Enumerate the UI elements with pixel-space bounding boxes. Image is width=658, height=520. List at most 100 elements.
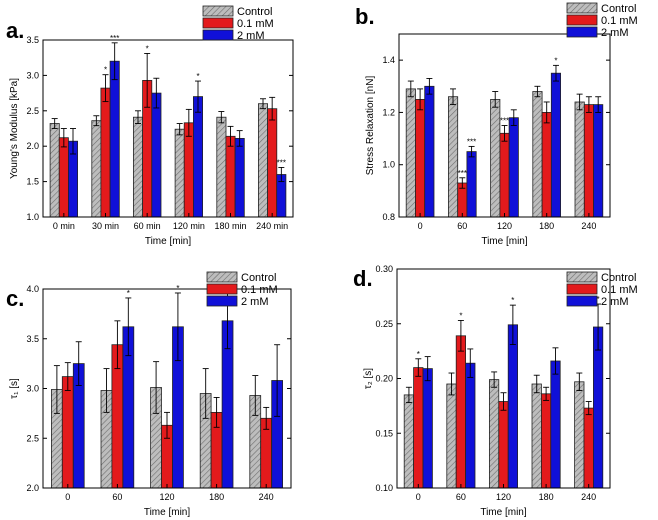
y-tick-label: 0.30 xyxy=(375,264,393,274)
y-tick-label: 0.10 xyxy=(375,483,393,493)
x-tick-label: 0 min xyxy=(53,221,75,231)
significance-marker: * xyxy=(554,56,557,65)
significance-marker: * xyxy=(459,311,462,320)
bar-b-2-3 xyxy=(550,72,561,218)
legend-swatch xyxy=(206,283,238,295)
x-axis-title-a: Time [min] xyxy=(145,236,192,247)
bar-b-0-0 xyxy=(405,88,416,218)
bar-d-2-0 xyxy=(422,368,433,489)
significance-marker: * xyxy=(176,284,179,293)
legend-label: Control xyxy=(601,3,636,15)
x-tick-label: 240 xyxy=(581,492,596,502)
y-tick-label: 3.0 xyxy=(26,384,39,394)
bar-a-1-5 xyxy=(267,108,278,218)
x-tick-label: 120 xyxy=(496,492,511,502)
y-tick-label: 1.0 xyxy=(26,212,39,222)
legend-label: 2 mM xyxy=(601,27,629,39)
x-tick-label: 120 xyxy=(497,221,512,231)
bar-b-0-2 xyxy=(490,99,501,218)
bar-d-2-3 xyxy=(550,360,561,489)
legend-label: 0.1 mM xyxy=(237,18,274,30)
bar-a-2-3 xyxy=(192,96,203,218)
x-axis-title-b: Time [min] xyxy=(481,236,528,247)
x-tick-label: 0 xyxy=(416,492,421,502)
bar-d-1-1 xyxy=(455,335,467,489)
bar-b-1-2 xyxy=(499,132,510,218)
x-tick-label: 0 xyxy=(418,221,423,231)
y-axis-title-b: Stress Relaxation [nN] xyxy=(365,76,376,176)
significance-marker: *** xyxy=(458,169,467,178)
legend-label: 2 mM xyxy=(601,296,629,308)
legend-swatch xyxy=(202,5,234,17)
y-tick-label: 2.0 xyxy=(26,483,39,493)
y-axis-title-c: τ₁ [s] xyxy=(9,378,20,399)
bar-b-1-3 xyxy=(541,112,552,218)
x-tick-label: 60 min xyxy=(134,221,161,231)
y-tick-label: 4.0 xyxy=(26,284,39,294)
legend-swatch xyxy=(566,283,598,295)
bar-b-2-4 xyxy=(593,104,604,218)
bar-d-1-2 xyxy=(498,401,509,489)
legend-label: 2 mM xyxy=(241,296,269,308)
significance-marker: * xyxy=(196,72,199,81)
significance-marker: * xyxy=(146,44,149,53)
x-tick-label: 180 xyxy=(539,221,554,231)
legend-swatch xyxy=(202,29,234,41)
legend-swatch xyxy=(202,17,234,29)
x-axis-title-c: Time [min] xyxy=(144,507,191,518)
bar-a-0-4 xyxy=(216,116,227,218)
bar-d-1-3 xyxy=(541,393,552,489)
bar-d-0-0 xyxy=(403,394,415,489)
panel-label-c: c. xyxy=(6,286,24,311)
significance-marker: * xyxy=(511,296,514,305)
x-tick-label: 60 xyxy=(456,492,466,502)
bar-b-2-0 xyxy=(424,85,435,218)
significance-marker: *** xyxy=(277,158,286,167)
x-tick-label: 0 xyxy=(65,492,70,502)
panel-label-a: a. xyxy=(6,18,24,43)
significance-marker: * xyxy=(417,350,420,359)
y-tick-label: 1.2 xyxy=(382,107,395,117)
bar-a-0-5 xyxy=(257,103,268,218)
bar-a-0-3 xyxy=(174,128,185,218)
y-tick-label: 3.5 xyxy=(26,35,39,45)
y-axis-title-d: τ₂ [s] xyxy=(363,368,374,389)
significance-marker: * xyxy=(104,66,107,75)
x-tick-label: 30 min xyxy=(92,221,119,231)
bar-b-0-1 xyxy=(447,96,459,218)
panel-a: a.*********1.01.52.02.53.03.50 min 30 min… xyxy=(6,5,294,247)
y-tick-label: 3.5 xyxy=(26,334,39,344)
legend-swatch xyxy=(566,271,598,283)
y-tick-label: 1.4 xyxy=(382,55,395,65)
panel-b: b.**********0.81.01.21.40 60 120 180 240Time… xyxy=(355,2,638,247)
significance-marker: *** xyxy=(110,34,119,43)
x-tick-label: 180 xyxy=(539,492,554,502)
bar-c-1-0 xyxy=(61,376,74,489)
bar-a-0-0 xyxy=(49,123,60,218)
bar-b-1-0 xyxy=(415,99,426,218)
bar-d-0-4 xyxy=(574,381,585,489)
plot-frame-a xyxy=(42,39,294,218)
legend-swatch xyxy=(566,14,598,26)
bar-d-0-2 xyxy=(488,379,500,489)
bar-a-1-3 xyxy=(183,122,194,218)
y-tick-label: 1.0 xyxy=(382,160,395,170)
significance-marker: * xyxy=(127,289,130,298)
bar-a-2-4 xyxy=(234,137,245,218)
bar-d-0-3 xyxy=(531,383,542,489)
y-tick-label: 2.5 xyxy=(26,106,39,116)
bar-b-1-4 xyxy=(583,104,594,218)
legend-label: 2 mM xyxy=(237,30,265,42)
x-tick-label: 240 xyxy=(259,492,274,502)
bar-b-2-1 xyxy=(466,151,477,218)
y-tick-label: 0.20 xyxy=(375,374,393,384)
x-tick-label: 180 min xyxy=(214,221,246,231)
bar-a-2-2 xyxy=(151,92,162,218)
x-tick-label: 60 xyxy=(457,221,467,231)
y-tick-label: 0.25 xyxy=(375,319,393,329)
x-tick-label: 120 xyxy=(159,492,174,502)
bar-d-2-4 xyxy=(593,326,604,489)
